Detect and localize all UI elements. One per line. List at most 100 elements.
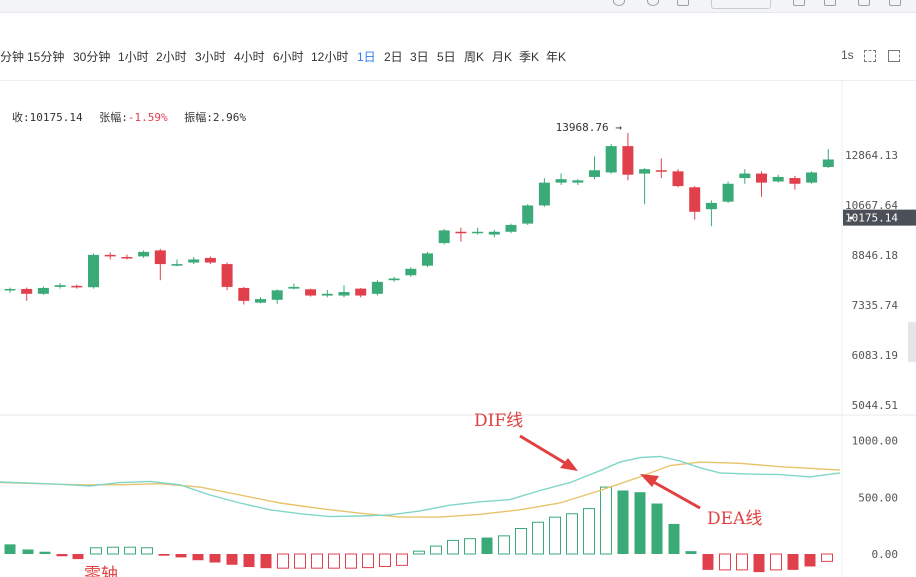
candle-body — [455, 231, 467, 234]
expand-icon[interactable] — [864, 50, 876, 62]
candle-body — [154, 250, 166, 265]
candle-body — [772, 176, 784, 182]
fullscreen-icon[interactable] — [888, 50, 900, 62]
period-tab-week[interactable]: 周K — [464, 50, 485, 64]
macd-bar — [464, 538, 476, 555]
period-tab-1d[interactable]: 1日 — [357, 50, 376, 64]
period-tab-2h[interactable]: 2小时 — [156, 50, 187, 64]
current-price-label: 10175.14 — [845, 212, 898, 225]
candle-body — [37, 287, 49, 294]
candle-body — [255, 299, 266, 303]
minimize-icon[interactable] — [793, 0, 805, 6]
macd-bar — [515, 527, 527, 555]
macd-bar — [4, 544, 16, 554]
more-icon[interactable] — [889, 0, 901, 6]
period-tab-month[interactable]: 月K — [492, 50, 513, 64]
period-tab-6h[interactable]: 6小时 — [273, 50, 304, 64]
macd-bar — [158, 554, 170, 556]
period-tab-15m[interactable]: 15分钟 — [27, 50, 65, 64]
candle-body — [338, 292, 350, 296]
macd-bar — [209, 554, 221, 563]
currency-select[interactable] — [711, 0, 771, 9]
macd-tick-label: 0.00 — [872, 548, 899, 561]
candle-body — [806, 172, 818, 183]
candle-body — [271, 290, 283, 300]
candle-body — [104, 254, 116, 257]
dif-line — [0, 455, 841, 518]
macd-bar — [192, 554, 204, 561]
change-value: -1.59% — [127, 111, 168, 124]
macd-bar — [141, 547, 153, 555]
macd-bar — [617, 490, 629, 554]
macd-bar — [72, 554, 84, 560]
macd-bar — [277, 553, 289, 569]
macd-bar — [821, 553, 833, 562]
candle-body — [438, 230, 450, 244]
period-tab-quarter[interactable]: 季K — [519, 50, 540, 64]
candle-body — [204, 257, 216, 263]
candlestick-series: 13968.76 → — [4, 121, 834, 305]
period-tab-5d[interactable]: 5日 — [437, 50, 456, 64]
candle-body — [822, 159, 834, 167]
y-axis: 12864.13 10667.64 8846.18 7335.74 6083.19 504… — [843, 149, 916, 412]
candle-body — [555, 179, 567, 183]
candle-body — [589, 170, 600, 177]
macd-bar — [498, 535, 510, 555]
macd-bar — [175, 554, 187, 558]
dif-annotation-arrow — [519, 434, 571, 468]
candle-body — [422, 253, 433, 266]
period-tab-year[interactable]: 年K — [546, 50, 567, 64]
macd-bar — [90, 547, 102, 555]
window-top-bar — [0, 0, 916, 13]
candle-body — [522, 205, 534, 224]
candle-body — [388, 278, 400, 281]
y-tick-label: 10667.64 — [845, 199, 898, 212]
dif-annotation-label: DIF线 — [474, 411, 523, 431]
period-tab-3d[interactable]: 3日 — [410, 50, 429, 64]
y-tick-label: 6083.19 — [852, 349, 898, 362]
macd-bar — [328, 553, 340, 569]
macd-bar — [668, 523, 680, 554]
macd-bar — [260, 554, 272, 569]
candle-body — [21, 288, 33, 294]
candle-body — [655, 170, 667, 172]
period-tab-3h[interactable]: 3小时 — [195, 50, 226, 64]
restore-icon[interactable] — [824, 0, 836, 6]
macd-y-axis: 1000.00 500.00 0.00 — [852, 435, 898, 561]
macd-bar — [532, 521, 544, 555]
period-tab-4h[interactable]: 4小时 — [234, 50, 265, 64]
macd-bar — [447, 539, 459, 555]
macd-bar — [226, 554, 238, 565]
candle-body — [705, 202, 717, 210]
period-tab-30m[interactable]: 30分钟 — [73, 50, 111, 64]
candle-body — [188, 259, 200, 263]
macd-bar — [753, 554, 765, 573]
macd-tick-label: 500.00 — [858, 491, 898, 504]
period-tab-2d[interactable]: 2日 — [384, 50, 403, 64]
candle-body — [4, 288, 16, 291]
candle-body — [538, 182, 550, 206]
current-price-marker: • — [849, 213, 853, 225]
save-icon[interactable] — [677, 0, 689, 6]
candle-body — [488, 231, 500, 235]
current-price-tag — [843, 209, 916, 226]
change-label: 张幅: — [99, 111, 128, 124]
macd-bar — [719, 553, 731, 571]
period-tab-12h[interactable]: 12小时 — [311, 50, 349, 64]
interval-label[interactable]: 1s — [841, 48, 854, 62]
macd-bar — [413, 550, 425, 555]
period-tab-1h[interactable]: 1小时 — [118, 50, 149, 64]
candle-body — [605, 146, 617, 173]
candle-body — [756, 173, 767, 183]
period-tab-min[interactable]: 分钟 — [0, 50, 25, 64]
candle-body — [221, 264, 233, 287]
macd-bar — [294, 553, 306, 569]
macd-bar — [39, 551, 51, 554]
candle-body — [88, 254, 99, 288]
macd-bar — [685, 551, 697, 554]
max-price-annotation: 13968.76 → — [556, 121, 623, 134]
candle-body — [789, 178, 801, 184]
close-icon[interactable] — [858, 0, 870, 6]
panel-resize-handle[interactable] — [908, 322, 916, 362]
